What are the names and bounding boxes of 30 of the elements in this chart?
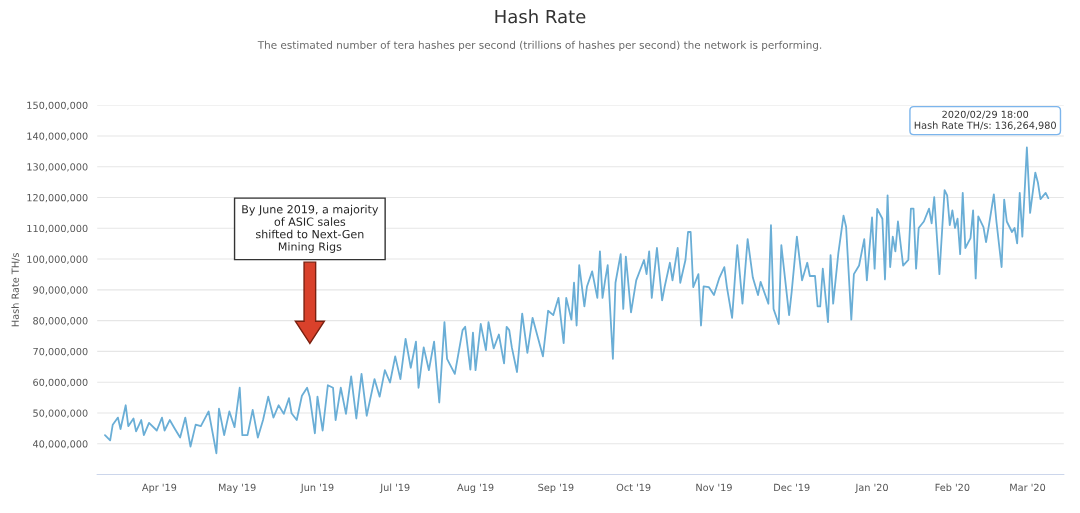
y-tick-label: 150,000,000: [27, 101, 88, 110]
x-tick-label: Sep '19: [538, 483, 574, 493]
y-tick-label: 90,000,000: [33, 286, 88, 295]
x-tick-label: Apr '19: [141, 483, 177, 493]
x-tick-label: Nov '19: [696, 483, 732, 492]
y-axis-title: Hash Rate TH/s: [11, 253, 20, 327]
x-tick-label: Feb '20: [935, 483, 970, 492]
y-tick-label: 70,000,000: [33, 347, 88, 357]
x-tick-label: Oct '19: [616, 483, 651, 492]
x-tick-label: Jan '20: [854, 483, 888, 493]
y-tick-label: 120,000,000: [27, 193, 88, 203]
chart-title: Hash Rate: [495, 9, 586, 24]
annotation: By June 2019, a majority of ASIC sales shifted to Next-Gen Mining Rigs: [242, 204, 379, 253]
y-tick-label: 130,000,000: [27, 163, 88, 172]
y-tick-label: 110,000,000: [27, 224, 88, 234]
y-tick-label: 100,000,000: [27, 255, 88, 264]
x-tick-label: May '19: [218, 483, 256, 493]
y-tick-label: 80,000,000: [33, 317, 88, 326]
x-tick-label: Aug '19: [457, 483, 494, 493]
y-tick-label: 40,000,000: [32, 440, 88, 449]
x-tick-label: Dec '19: [774, 483, 810, 492]
x-tick-label: Mar '20: [1010, 483, 1046, 492]
y-tick-label: 140,000,000: [27, 132, 88, 141]
line-series: [104, 146, 1050, 455]
y-tick-label: 60,000,000: [33, 378, 88, 388]
x-tick-label: Jul '19: [379, 483, 410, 493]
annotation: 2020/02/29 18:00 Hash Rate TH/s: 136,264,980: [914, 110, 1056, 130]
y-tick-label: 50,000,000: [33, 409, 88, 418]
x-tick-label: Jun '19: [300, 483, 334, 493]
chart-subtitle: The estimated number of tera hashes per second (trillions of hashes per second) the network is performing.: [257, 40, 822, 51]
